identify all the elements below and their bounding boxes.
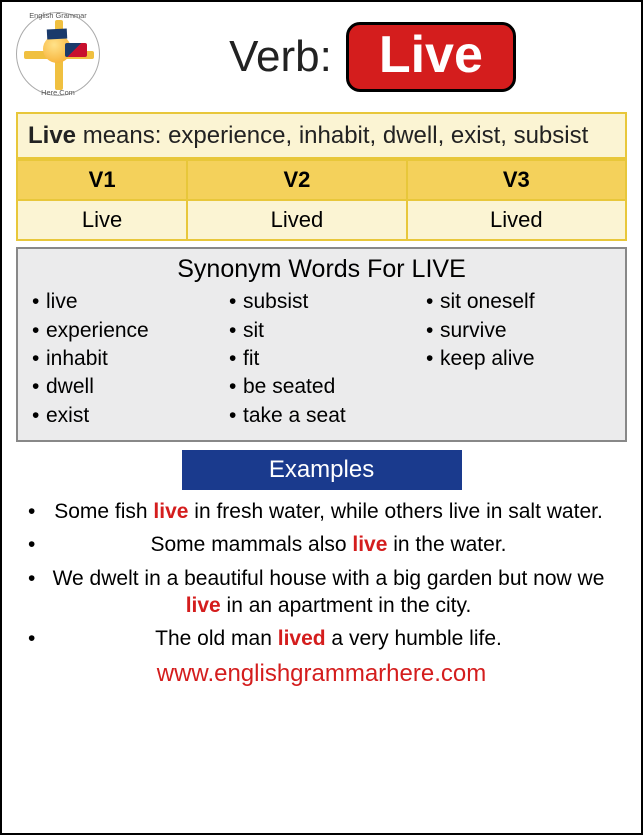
examples-header: Examples <box>182 450 462 490</box>
verb-forms-table: V1 V2 V3 Live Lived Lived <box>16 159 627 241</box>
list-item: be seated <box>243 373 416 401</box>
list-item: keep alive <box>440 345 613 373</box>
highlight-word: live <box>186 594 221 617</box>
highlight-word: live <box>352 533 387 556</box>
vtable-header: V2 <box>187 160 406 200</box>
vtable-header: V3 <box>407 160 626 200</box>
vtable-header: V1 <box>17 160 187 200</box>
example-item: Some fish live in fresh water, while oth… <box>28 498 615 525</box>
list-item: dwell <box>46 373 219 401</box>
synonym-box: Synonym Words For LIVE live experience i… <box>16 247 627 442</box>
definition-text: means: experience, inhabit, dwell, exist… <box>76 122 588 149</box>
synonym-col-2: subsist sit fit be seated take a seat <box>227 288 416 430</box>
synonym-columns: live experience inhabit dwell exist subs… <box>30 288 613 430</box>
verb-label: Verb: <box>229 32 332 82</box>
list-item: sit oneself <box>440 288 613 316</box>
list-item: live <box>46 288 219 316</box>
list-item: subsist <box>243 288 416 316</box>
examples-list: Some fish live in fresh water, while oth… <box>16 498 627 652</box>
vtable-cell: Live <box>17 200 187 240</box>
logo-text-top: English Grammar <box>17 11 99 20</box>
verb-title: Verb: Live <box>118 22 627 92</box>
list-item: experience <box>46 317 219 345</box>
highlight-word: lived <box>278 627 326 650</box>
vtable-cell: Lived <box>407 200 626 240</box>
definition-box: Live means: experience, inhabit, dwell, … <box>16 112 627 159</box>
synonym-title: Synonym Words For LIVE <box>30 255 613 284</box>
table-row: Live Lived Lived <box>17 200 626 240</box>
site-logo: English Grammar Here.Com <box>16 12 106 102</box>
verb-word-box: Live <box>346 22 516 92</box>
footer-url: www.englishgrammarhere.com <box>16 660 627 688</box>
list-item: fit <box>243 345 416 373</box>
synonym-col-1: live experience inhabit dwell exist <box>30 288 219 430</box>
highlight-word: live <box>153 500 188 523</box>
definition-word: Live <box>28 122 76 149</box>
example-item: The old man lived a very humble life. <box>28 625 615 652</box>
list-item: sit <box>243 317 416 345</box>
vtable-cell: Lived <box>187 200 406 240</box>
list-item: survive <box>440 317 613 345</box>
example-item: Some mammals also live in the water. <box>28 531 615 558</box>
example-item: We dwelt in a beautiful house with a big… <box>28 565 615 620</box>
list-item: inhabit <box>46 345 219 373</box>
list-item: exist <box>46 402 219 430</box>
synonym-col-3: sit oneself survive keep alive <box>424 288 613 430</box>
list-item: take a seat <box>243 402 416 430</box>
header: English Grammar Here.Com Verb: Live <box>16 12 627 102</box>
